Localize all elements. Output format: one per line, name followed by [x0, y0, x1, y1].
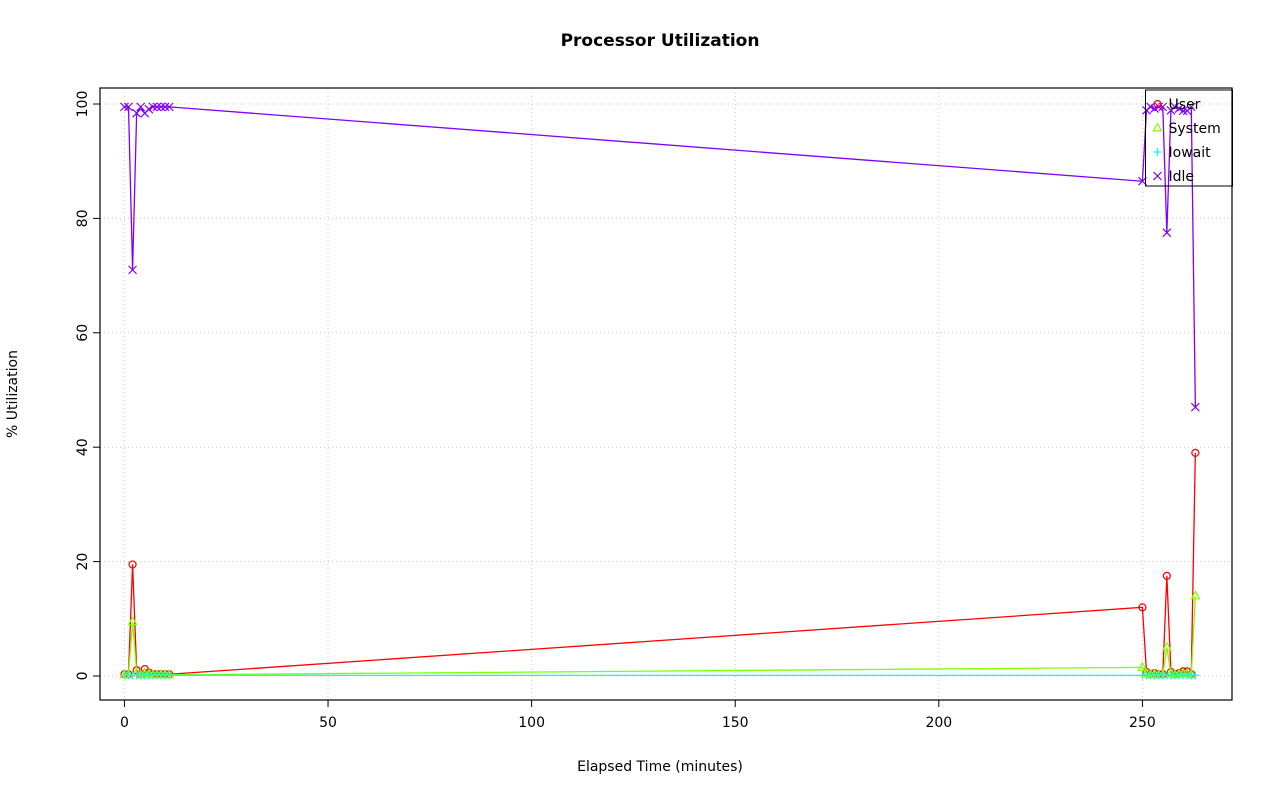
marker-x-icon — [1186, 102, 1196, 112]
marker-x-icon — [1190, 402, 1200, 412]
legend-box — [1145, 89, 1233, 187]
chart-title: Processor Utilization — [561, 31, 760, 51]
marker-plus-icon — [1191, 671, 1200, 680]
series-line-system — [124, 595, 1197, 676]
plot-border — [99, 87, 1233, 701]
series-line-user — [124, 452, 1197, 676]
legend-label-idle: Idle — [1169, 169, 1195, 185]
marker-x-icon — [1178, 106, 1188, 116]
x-tick-label: 0 — [120, 715, 129, 731]
y-tick-label: 40 — [75, 438, 91, 456]
marker-x-icon — [144, 104, 154, 114]
marker-circle-icon — [1138, 603, 1147, 612]
marker-circle-icon — [128, 560, 137, 569]
marker-plus-icon — [1153, 148, 1162, 156]
marker-triangle-icon — [1152, 122, 1163, 132]
marker-x-icon — [128, 265, 138, 275]
marker-x-icon — [1174, 104, 1184, 114]
marker-circle-icon — [1153, 99, 1162, 109]
legend-label-user: User — [1169, 97, 1201, 113]
marker-triangle-icon — [1137, 661, 1148, 671]
marker-x-icon — [164, 102, 174, 112]
x-tick-label: 100 — [518, 715, 545, 731]
y-tick-label: 80 — [75, 209, 91, 227]
legend-label-system: System — [1169, 121, 1221, 137]
marker-x-icon — [124, 102, 133, 112]
y-axis-label: % Utilization — [5, 350, 21, 438]
marker-x-icon — [1162, 228, 1172, 238]
y-tick-label: 0 — [75, 672, 91, 681]
marker-circle-icon — [1162, 571, 1171, 580]
marker-triangle-icon — [1161, 641, 1172, 651]
series-line-idle — [124, 105, 1197, 408]
y-tick-label: 60 — [75, 324, 91, 342]
marker-x-icon — [1158, 102, 1168, 112]
marker-x-icon — [156, 102, 166, 112]
marker-plus-icon — [165, 671, 174, 680]
marker-x-icon — [1153, 171, 1162, 181]
marker-x-icon — [148, 102, 158, 112]
x-tick-label: 200 — [925, 715, 952, 731]
marker-x-icon — [132, 108, 142, 118]
x-tick-label: 50 — [319, 715, 337, 731]
legend-label-iowait: Iowait — [1169, 145, 1212, 161]
x-axis-label: Elapsed Time (minutes) — [577, 759, 743, 775]
marker-x-icon — [136, 102, 146, 112]
marker-circle-icon — [1191, 448, 1200, 458]
y-tick-label: 20 — [75, 553, 91, 571]
marker-x-icon — [160, 102, 170, 112]
marker-x-icon — [120, 102, 129, 112]
marker-triangle-icon — [127, 615, 138, 626]
plot-generated-content: 0 50 100 150 200 250 0 20 40 60 80 100 User System Iow… — [75, 87, 1233, 731]
marker-x-icon — [152, 102, 162, 112]
y-tick-label: 100 — [75, 91, 91, 118]
x-tick-label: 150 — [722, 715, 749, 731]
marker-triangle-icon — [1190, 590, 1201, 600]
x-tick-label: 250 — [1129, 715, 1156, 731]
